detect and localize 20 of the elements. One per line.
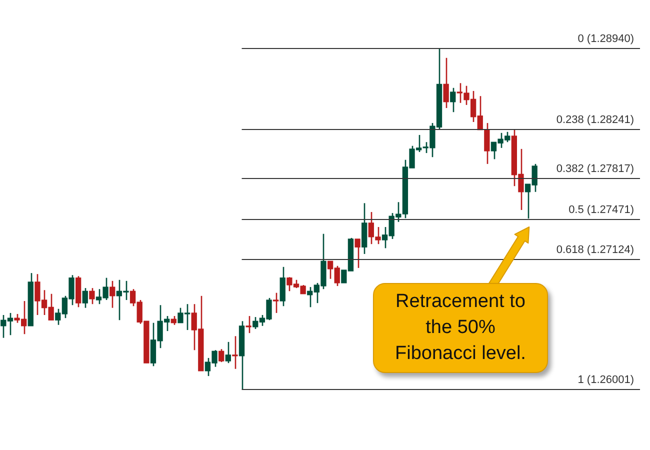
candlestick [82,287,88,308]
candlestick [218,348,224,363]
candlestick [110,280,116,308]
candlestick [232,335,238,370]
text: 0.618 (1.27124) [556,244,634,256]
candlestick [246,315,252,334]
candlestick [225,341,231,364]
candlestick [89,287,95,305]
text: 0.382 (1.27817) [556,163,634,176]
text: 1 (1.26001) [578,374,634,386]
candlestick [354,238,360,269]
candlestick [272,292,279,314]
text: 0.238 (1.28241) [556,114,634,126]
annotation: Retracement to the 50% Fibonacci level. [394,290,527,366]
candlestick [450,87,456,113]
candlestick [443,57,449,109]
text: 0.5 (1.27471) [568,204,634,216]
text: 0 (1.28940) [578,33,634,46]
candlestick [280,266,286,307]
candlestick [484,122,490,165]
